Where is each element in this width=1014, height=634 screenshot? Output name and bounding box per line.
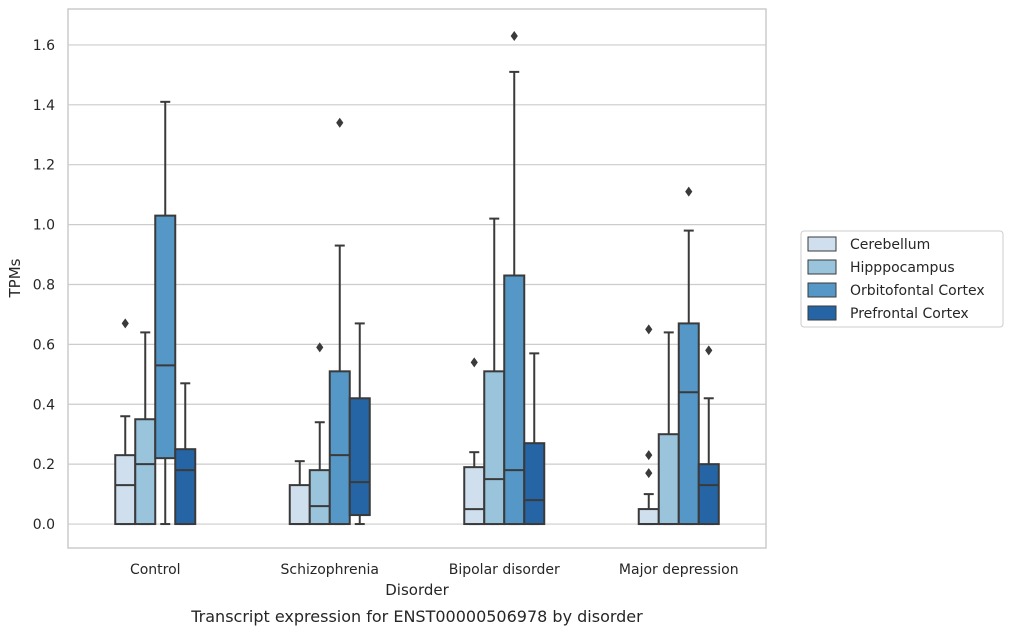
box-item [523,352,546,526]
box-item [463,357,486,526]
y-tick-label: 1.6 [33,38,55,54]
box-item [677,186,700,526]
outlier-point [510,30,518,41]
box-series [114,30,720,526]
outlier-point [645,324,653,335]
legend: Cerebellum Hipppocampus Orbitofontal Corte… [800,230,1004,328]
outlier-point [470,357,478,368]
y-tick-label: 1.4 [33,98,55,114]
box [114,454,137,526]
box-item [483,217,506,526]
box [308,469,331,526]
box-item [697,345,720,526]
x-tick-label: Major depression [619,562,739,578]
y-tick-label: 0.2 [33,457,55,473]
series-orbitofontal-cortex [154,30,700,526]
y-tick-label: 1.0 [33,218,55,234]
series-prefrontal-cortex [174,322,720,526]
outlier-point [336,117,344,128]
box [134,418,157,526]
x-tick-label: Bipolar disorder [449,562,560,578]
box-item [174,382,197,526]
outlier-point [685,186,693,197]
box [657,433,680,526]
box [523,442,546,526]
box [637,508,660,526]
y-tick-label: 0.8 [33,277,55,293]
y-tick-label: 0.0 [33,517,55,533]
box [677,322,700,526]
box-item [308,342,331,526]
box [483,370,506,526]
outlier-point [121,318,129,329]
y-tick-label: 0.4 [33,397,55,413]
legend-label: Hipppocampus [850,260,955,276]
plot-frame [67,8,767,549]
box [288,484,311,526]
x-tick-labels: Control Schizophrenia Bipolar disorder Majo… [130,562,739,578]
legend-label: Cerebellum [850,237,930,253]
box-item [637,324,660,526]
box-item [134,331,157,526]
legend-frame [800,230,1004,328]
outlier-point [645,468,653,479]
box-item [348,322,371,526]
box [174,448,197,526]
box [348,397,371,517]
box [503,274,526,526]
box [463,466,486,526]
x-axis-title: Disorder [385,581,449,599]
box-item [114,318,137,526]
series-cerebellum [114,318,660,526]
outlier-point [705,345,713,356]
box-item [328,117,351,526]
y-tick-label: 0.6 [33,337,55,353]
x-tick-label: Control [130,562,181,578]
legend-swatch [807,259,837,275]
figure-caption: Transcript expression for ENST0000050697… [190,607,643,626]
y-tick-label: 1.2 [33,158,55,174]
legend-label: Orbitofontal Cortex [850,283,985,299]
box-item [657,331,680,526]
box [697,463,720,526]
x-tick-label: Schizophrenia [281,562,379,578]
box-item [288,460,311,526]
box-item [503,30,526,526]
series-hipppocampus [134,217,680,526]
legend-swatch [807,282,837,298]
outlier-point [316,342,324,353]
outlier-point [645,450,653,461]
legend-swatch [807,305,837,321]
legend-swatch [807,236,837,252]
box [154,214,177,460]
y-axis-title: TPMs [6,258,24,298]
legend-label: Prefrontal Cortex [850,306,969,322]
y-tick-labels: 0.0 0.2 0.4 0.6 0.8 1.0 1.2 1.4 1.6 [33,38,55,533]
box-item [154,100,177,526]
box [328,370,351,526]
